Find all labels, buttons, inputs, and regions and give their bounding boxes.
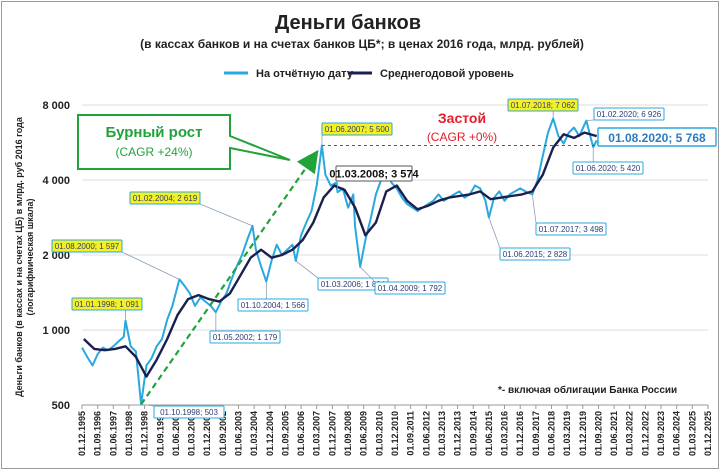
legend-label-average: Среднегодовой уровень (380, 68, 514, 80)
x-tick-label: 01.06.2021 (609, 411, 619, 456)
legend: На отчётную дату Среднегодовой уровень (224, 68, 514, 80)
x-tick-label: 01.03.1998 (124, 411, 134, 456)
x-tick-label: 01.12.1995 (77, 411, 87, 456)
x-tick-label: 01.06.2024 (672, 411, 682, 456)
y-axis-sublabel: (логарифмическая шкала) (25, 199, 35, 316)
x-tick-label: 01.03.2013 (437, 411, 447, 456)
x-tick-label: 01.09.1996 (93, 411, 103, 456)
annotation-label: 01.07.2018; 7 062 (511, 101, 576, 110)
annotation-label: 01.01.1998; 1 091 (75, 300, 140, 309)
annotation-label: 01.07.2017; 3 498 (539, 225, 604, 234)
trend-boom-sublabel: (CAGR +24%) (115, 145, 192, 159)
x-tick-label: 01.03.2019 (562, 411, 572, 456)
annotation-label: 01.04.2009; 1 792 (378, 284, 443, 293)
x-tick-label: 01.06.1997 (108, 411, 118, 456)
annotation-leader (532, 195, 536, 223)
x-tick-label: 01.03.2016 (500, 411, 510, 456)
x-tick-label: 01.09.2020 (593, 411, 603, 456)
x-tick-label: 01.12.1998 (140, 411, 150, 456)
x-tick-label: 01.12.2010 (390, 411, 400, 456)
x-tick-label: 01.06.2015 (484, 411, 494, 456)
annotation-label: 01.06.2007; 5 500 (325, 125, 390, 134)
annotation-leader (296, 261, 318, 278)
x-tick-label: 01.03.2022 (625, 411, 635, 456)
y-tick-label: 1 000 (42, 325, 70, 337)
annotation-label: 01.10.2004; 1 566 (241, 301, 306, 310)
x-tick-label: 01.03.2010 (374, 411, 384, 456)
x-tick-label: 01.09.2005 (280, 411, 290, 456)
trend-boom-label: Бурный рост (106, 124, 203, 141)
y-tick-label: 500 (52, 400, 70, 412)
trend-stagnation-sublabel: (CAGR +0%) (427, 130, 497, 144)
x-tick-label: 01.09.2017 (531, 411, 541, 456)
x-tick-label: 01.03.2004 (249, 411, 259, 456)
annotation-label: 01.08.2020; 5 768 (608, 131, 706, 145)
x-tick-label: 01.12.2025 (703, 411, 713, 456)
annotation-label: 01.06.2015; 2 828 (503, 250, 568, 259)
x-tick-label: 01.12.2013 (453, 411, 463, 456)
x-tick-label: 01.06.2006 (296, 411, 306, 456)
annotation-label: 01.03.2008; 3 574 (329, 169, 419, 181)
trend-boom-arrow (141, 154, 316, 405)
annotation-label: 01.02.2004; 2 619 (133, 194, 198, 203)
annotation-leader (489, 218, 500, 248)
x-tick-label: 01.12.2019 (578, 411, 588, 456)
x-tick-label: 01.03.2025 (687, 411, 697, 456)
x-tick-label: 01.09.2008 (343, 411, 353, 456)
annotation-label: 01.02.2020; 6 926 (597, 110, 662, 119)
annotation-leader (122, 252, 179, 279)
y-axis-title: Деньги банков (в кассах и на счетах ЦБ) … (14, 116, 35, 397)
y-tick-label: 8 000 (42, 100, 70, 112)
x-tick-label: 01.12.2004 (265, 411, 275, 456)
chart-title: Деньги банков (275, 12, 421, 34)
annotation-leader (200, 204, 252, 226)
x-tick-label: 01.09.2023 (656, 411, 666, 456)
x-tick-label: 01.06.2003 (233, 411, 243, 456)
x-tick-label: 01.12.2022 (640, 411, 650, 456)
annotation-label: 01.10.1998; 503 (160, 408, 218, 417)
x-tick-label: 01.12.2007 (327, 411, 337, 456)
x-tick-label: 01.06.2009 (359, 411, 369, 456)
annotation-leader (586, 120, 594, 121)
chart-subtitle: (в кассах банков и на счетах банков ЦБ*;… (140, 37, 584, 51)
x-tick-label: 01.06.2018 (546, 411, 556, 456)
annotation-label: 01.08.2000; 1 597 (55, 242, 120, 251)
x-tick-label: 01.03.2007 (312, 411, 322, 456)
x-tick-label: 01.09.2014 (468, 411, 478, 456)
x-tick-label: 01.06.2012 (421, 411, 431, 456)
y-axis-label: Деньги банков (в кассах и на счетах ЦБ) … (14, 116, 24, 397)
annotation-label: 01.05.2002; 1 179 (213, 333, 278, 342)
footnote: *- включая облигации Банка России (498, 384, 677, 396)
annotation-label: 01.06.2020; 5 420 (576, 164, 641, 173)
trend-stagnation-label: Застой (438, 110, 486, 126)
x-tick-label: 01.09.2011 (406, 411, 416, 456)
x-tick-label: 01.12.2016 (515, 411, 525, 456)
legend-label-reported: На отчётную дату (256, 68, 354, 80)
y-tick-label: 4 000 (42, 175, 70, 187)
